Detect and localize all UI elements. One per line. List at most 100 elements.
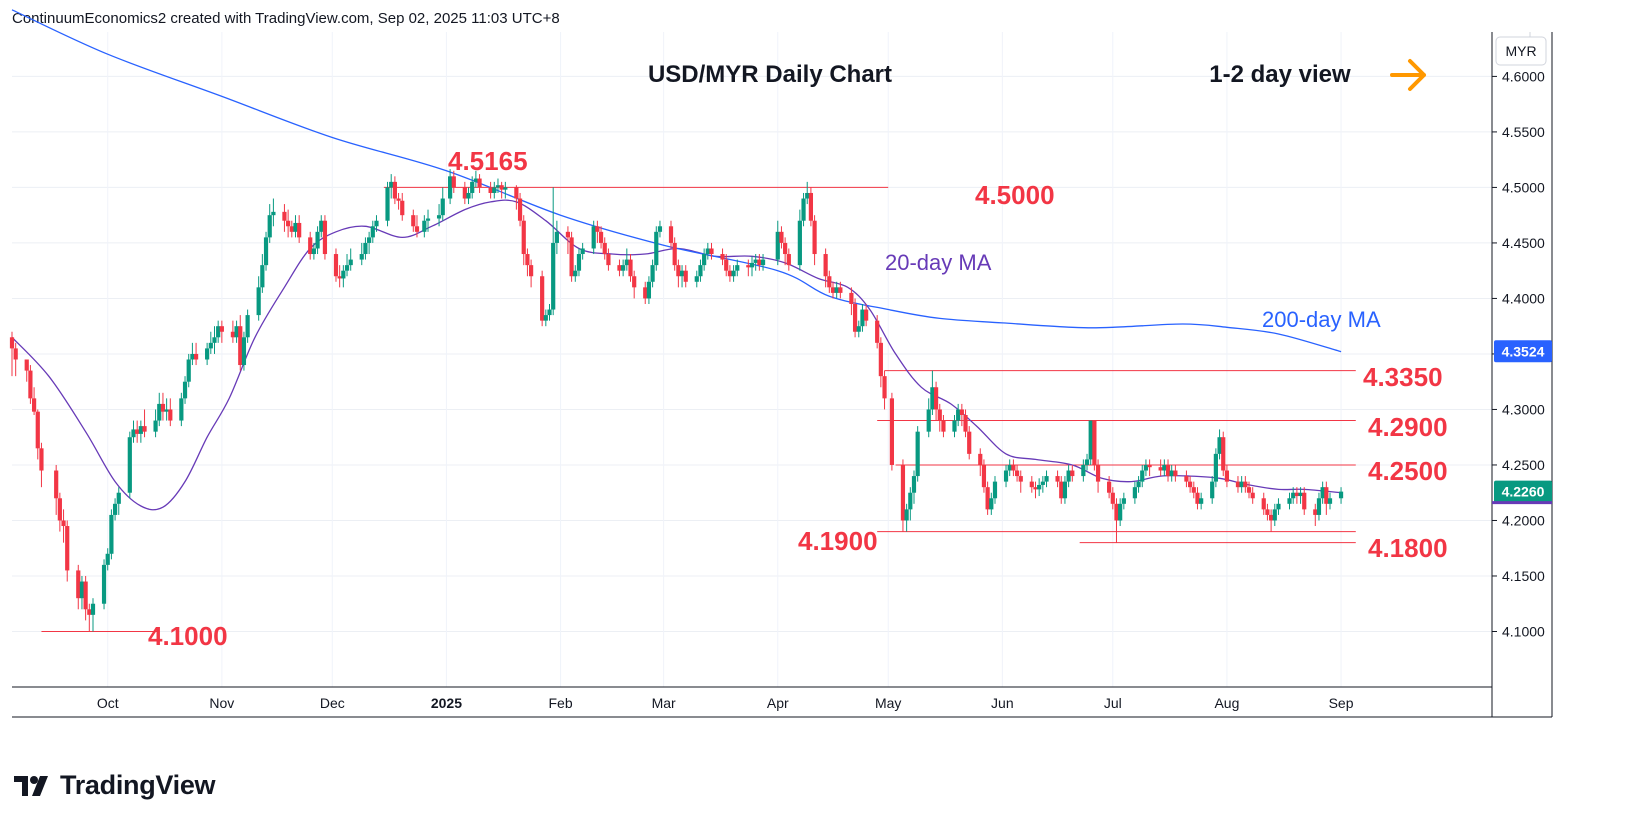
candle[interactable] xyxy=(775,220,780,266)
candle-body[interactable] xyxy=(830,287,836,293)
candle-body[interactable] xyxy=(1107,481,1112,493)
candle-body[interactable] xyxy=(852,303,858,332)
candle[interactable] xyxy=(344,254,350,277)
candle[interactable] xyxy=(1169,464,1174,482)
candle[interactable] xyxy=(643,281,648,304)
candle[interactable] xyxy=(448,169,453,205)
candle-body[interactable] xyxy=(676,265,681,277)
candle[interactable] xyxy=(591,220,596,255)
candle[interactable] xyxy=(1184,470,1189,488)
candle-body[interactable] xyxy=(1003,470,1009,482)
candle[interactable] xyxy=(1224,464,1230,488)
candle[interactable] xyxy=(341,265,346,288)
candle-body[interactable] xyxy=(529,265,534,277)
candle-body[interactable] xyxy=(65,526,70,571)
candle[interactable] xyxy=(1121,492,1126,510)
candle-body[interactable] xyxy=(289,226,294,232)
candle[interactable] xyxy=(827,270,832,293)
candle[interactable] xyxy=(297,215,302,243)
candle-body[interactable] xyxy=(827,276,832,288)
candle-body[interactable] xyxy=(823,254,828,277)
candle-body[interactable] xyxy=(1062,481,1068,499)
candle[interactable] xyxy=(1118,498,1123,527)
candle[interactable] xyxy=(24,359,29,382)
candle[interactable] xyxy=(90,598,96,632)
candle-body[interactable] xyxy=(190,353,195,360)
candle[interactable] xyxy=(322,215,328,260)
candle-body[interactable] xyxy=(83,581,88,610)
candle-body[interactable] xyxy=(915,431,920,477)
candle[interactable] xyxy=(157,392,162,427)
candle-body[interactable] xyxy=(1136,481,1141,488)
candle[interactable] xyxy=(937,403,942,432)
candle[interactable] xyxy=(193,342,199,366)
candle-body[interactable] xyxy=(1033,487,1038,490)
candle-body[interactable] xyxy=(1029,481,1034,488)
candle[interactable] xyxy=(749,256,755,277)
candle[interactable] xyxy=(230,320,235,343)
candle-body[interactable] xyxy=(760,259,766,266)
candle-body[interactable] xyxy=(230,331,235,338)
candle[interactable] xyxy=(1313,503,1318,527)
candle[interactable] xyxy=(569,231,574,282)
candle[interactable] xyxy=(212,326,217,354)
candle[interactable] xyxy=(466,187,471,205)
candle[interactable] xyxy=(911,470,917,504)
candle[interactable] xyxy=(529,259,534,288)
candle[interactable] xyxy=(1276,498,1281,515)
candle-body[interactable] xyxy=(436,215,442,219)
candle[interactable] xyxy=(1316,492,1322,521)
candle-body[interactable] xyxy=(164,409,169,412)
candle-body[interactable] xyxy=(1221,437,1226,471)
candle[interactable] xyxy=(805,181,810,205)
candle[interactable] xyxy=(319,215,324,238)
candle-body[interactable] xyxy=(234,326,239,338)
candle[interactable] xyxy=(1239,476,1244,493)
candle-body[interactable] xyxy=(179,398,184,421)
candle[interactable] xyxy=(488,181,493,199)
candle[interactable] xyxy=(753,254,758,271)
candle[interactable] xyxy=(359,242,364,266)
candle[interactable] xyxy=(808,187,814,227)
candle[interactable] xyxy=(838,281,843,299)
candle[interactable] xyxy=(1320,481,1325,504)
candle-body[interactable] xyxy=(116,492,121,504)
candle-body[interactable] xyxy=(1250,492,1255,499)
candle[interactable] xyxy=(414,215,420,238)
candle-body[interactable] xyxy=(153,420,158,432)
candle-body[interactable] xyxy=(1044,476,1049,482)
candle[interactable] xyxy=(632,270,637,299)
candle-body[interactable] xyxy=(598,231,604,243)
candle-body[interactable] xyxy=(157,403,162,421)
candle[interactable] xyxy=(473,170,478,188)
candle[interactable] xyxy=(411,209,416,232)
candle-body[interactable] xyxy=(1338,491,1344,499)
candle[interactable] xyxy=(521,215,526,266)
candle[interactable] xyxy=(598,226,604,249)
candle-body[interactable] xyxy=(963,415,968,432)
candle[interactable] xyxy=(1092,420,1097,471)
candle[interactable] xyxy=(127,431,132,499)
candle-body[interactable] xyxy=(908,492,913,510)
candle[interactable] xyxy=(525,248,530,277)
candle[interactable] xyxy=(451,170,456,193)
candle-body[interactable] xyxy=(952,420,957,432)
candle-body[interactable] xyxy=(1143,464,1149,471)
candle-body[interactable] xyxy=(1070,470,1075,477)
candle[interactable] xyxy=(1055,470,1060,488)
candle[interactable] xyxy=(219,320,224,343)
candle-body[interactable] xyxy=(569,237,574,277)
candle[interactable] xyxy=(54,464,59,515)
candle[interactable] xyxy=(724,254,729,277)
candle[interactable] xyxy=(179,392,184,427)
candle-body[interactable] xyxy=(488,187,493,193)
candle-body[interactable] xyxy=(1081,464,1086,477)
candle[interactable] xyxy=(705,242,710,260)
candle[interactable] xyxy=(1007,459,1012,477)
candle-body[interactable] xyxy=(551,242,556,310)
candle-body[interactable] xyxy=(477,178,482,188)
candle[interactable] xyxy=(1070,464,1075,482)
candle[interactable] xyxy=(57,492,62,532)
candle-body[interactable] xyxy=(525,254,530,266)
